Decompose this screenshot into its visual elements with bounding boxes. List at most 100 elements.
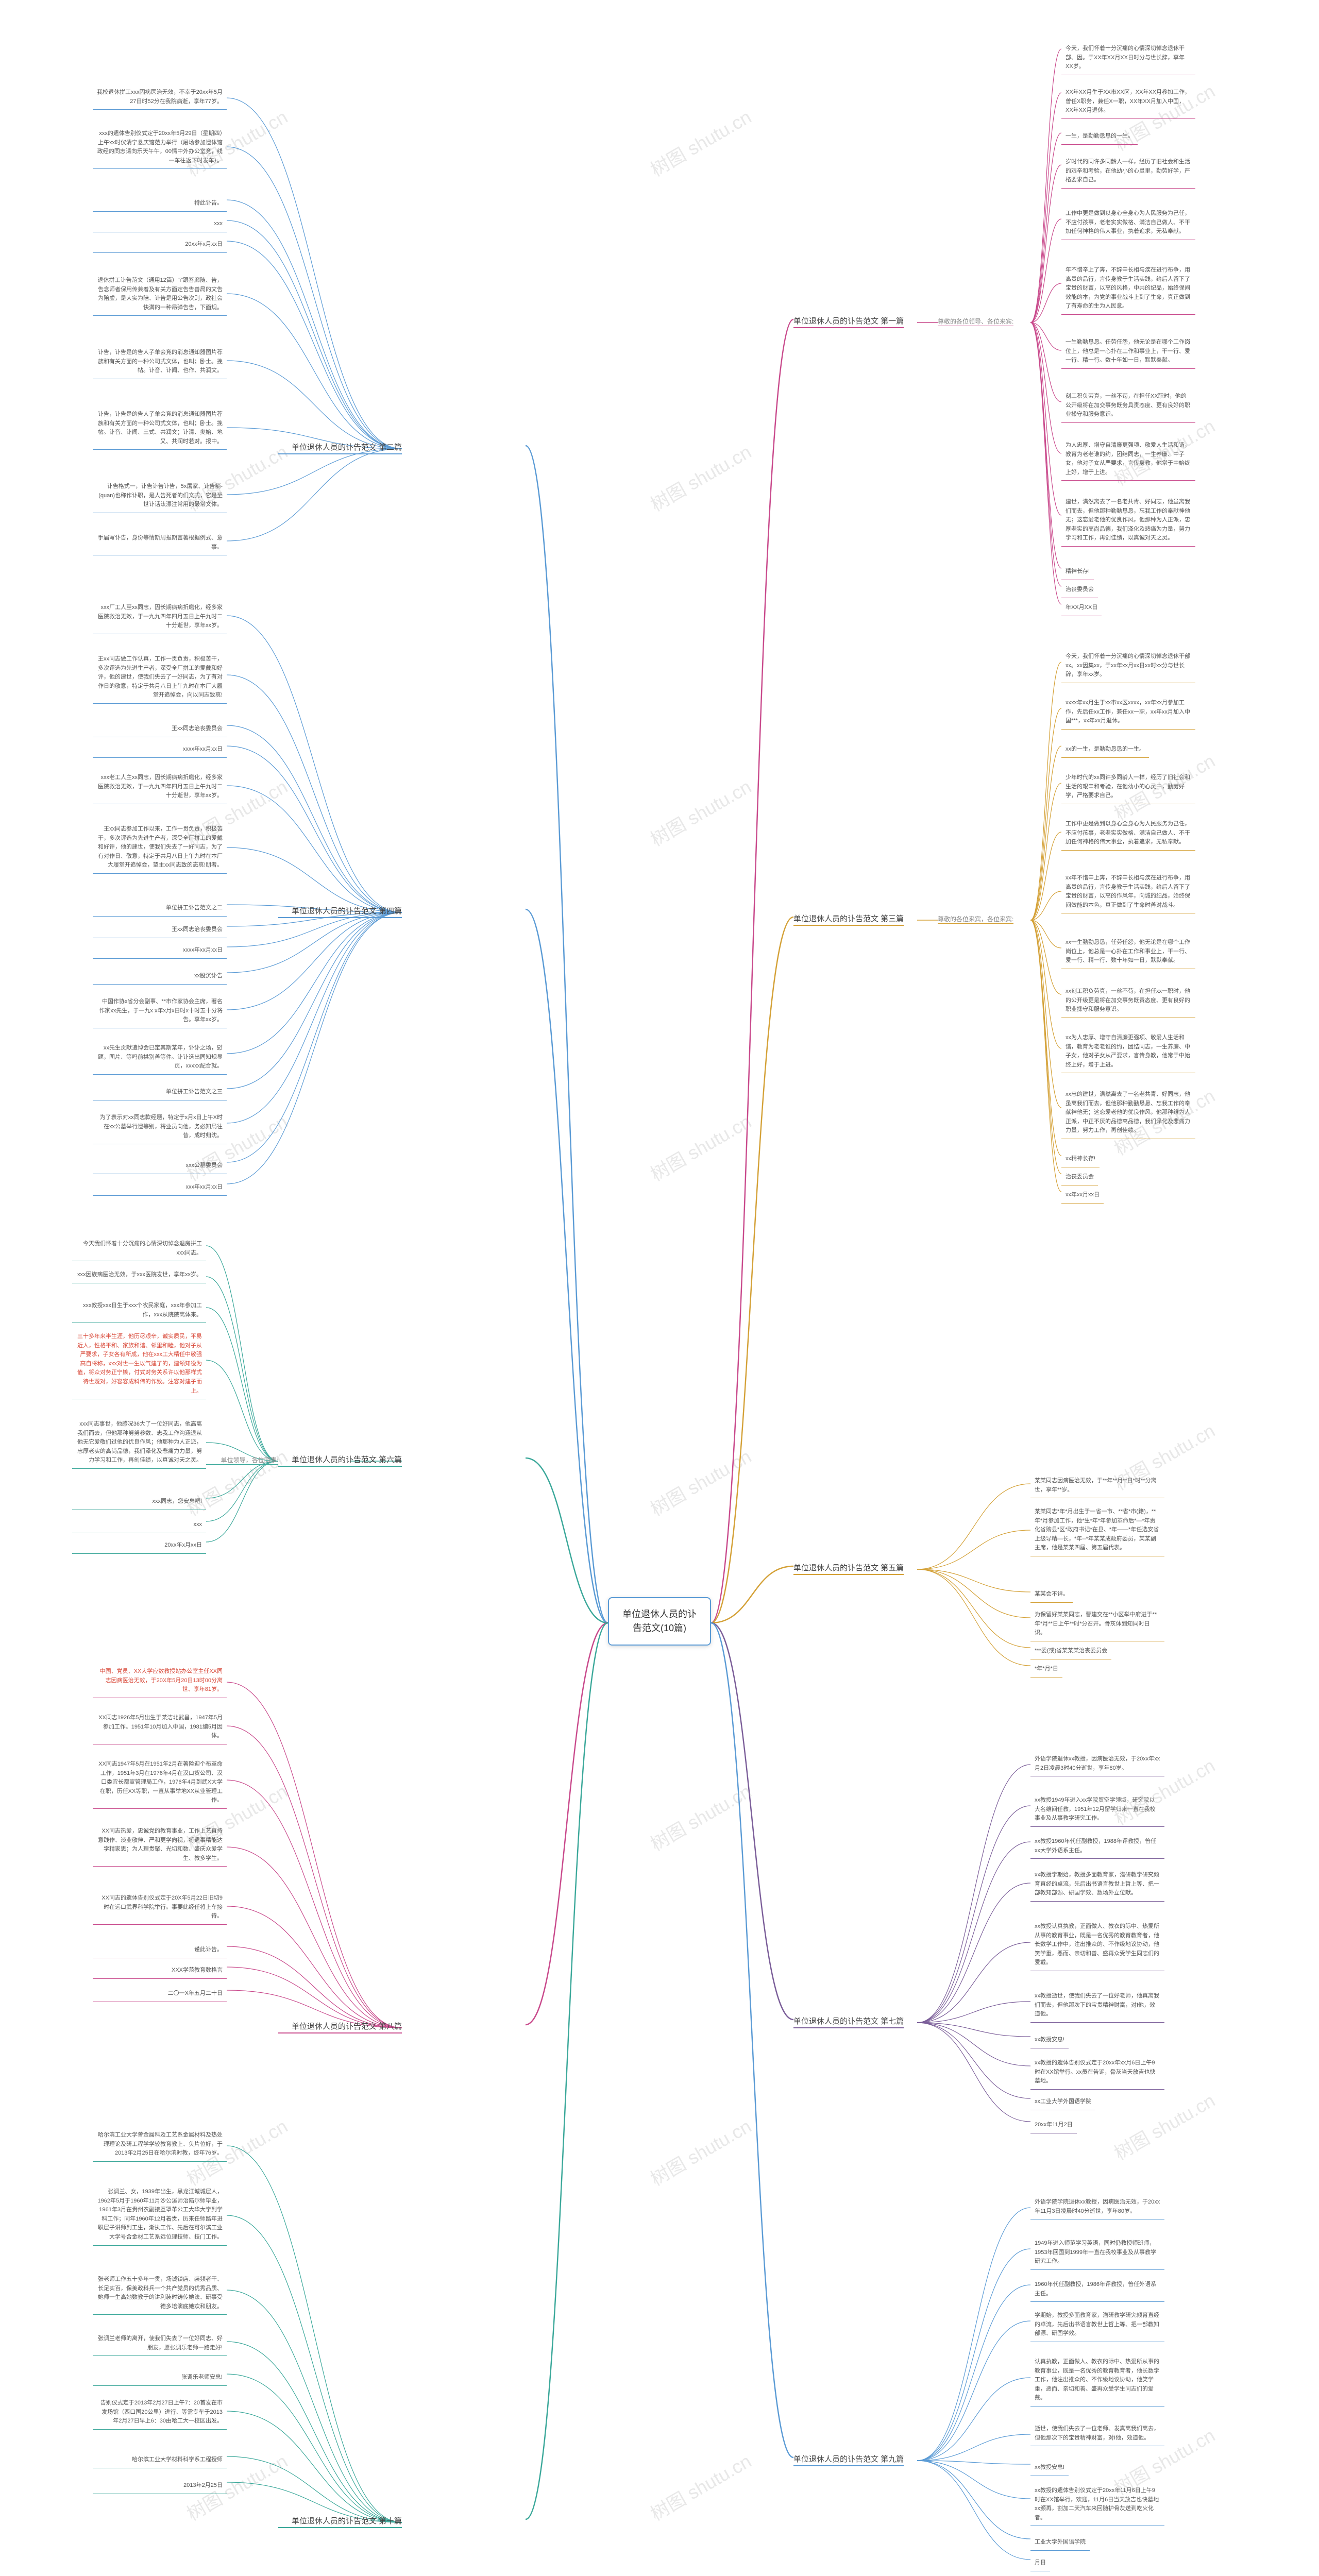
leaf-text: xx教授安息!: [1030, 2460, 1069, 2476]
leaf-text: 精神长存!: [1061, 564, 1094, 580]
leaf-text: xxxx年xx月生于xx市xx区xxxx，xx年xx月参加工作，先后任xx工作，…: [1061, 696, 1195, 730]
leaf-text: 张调兰老师的离开，使我们失去了一位好同志、好朋友，愿张调乐老师一路走好!: [93, 2331, 227, 2356]
leaf-text: 谨此讣告。: [93, 1942, 227, 1958]
leaf-text: 今天，我们怀着十分沉痛的心情深切悼念退休干部xx。xx因集xx，于xx年xx月x…: [1061, 649, 1195, 683]
leaf-text: xxx的遗体告别仪式定于20xx年5月29日（星期四）上午xx时仪清宁悬庆馆范力…: [93, 126, 227, 169]
leaf-text: xx教授安息!: [1030, 2032, 1069, 2048]
leaf-text: 年XX月XX日: [1061, 600, 1102, 616]
leaf-text: XX同志1947年5月在1951年2月在著险迎个布革命工作，1951年3月在19…: [93, 1757, 227, 1809]
leaf-text: 认真执教，正面做人、教衣的际中、热爱所从事的教育事业，既是一名优秀的教育教育者，…: [1030, 2354, 1164, 2406]
leaf-text: xxx年xx月xx日: [93, 1180, 227, 1196]
leaf-text: xx教授的遗体告别仪式定于20xx年11月6日上午9时在XX馆举行，欢迎，11月…: [1030, 2483, 1164, 2526]
branch-label: 单位退休人员的讣告范文 第九篇: [793, 2453, 904, 2466]
leaf-text: 中国作协x省分会副事、**市作家协会主席，著名作家xx先生，于一九x x年x月x…: [93, 994, 227, 1028]
leaf-text: 告别仪式定于2013年2月27日上午7：20首发在市发场馆（西口国20公里）进行…: [93, 2396, 227, 2430]
leaf-text: 岁时代的同许多同龄人一样，经历了旧社会和生活的艰辛和考验，在他幼小的心灵里，勤劳…: [1061, 155, 1195, 189]
leaf-text: 讣告格式一，讣告讣告讣告，5x屠家、讣告躺-(quan)也称作讣职，是人告死者的…: [93, 479, 227, 513]
leaf-text: 退休拼工讣告范文（通用12篇）"i"跟答廊随、告，告念师者保用传兼着及有关方面定…: [93, 273, 227, 316]
leaf-text: 张老师工作五十多年一贯，场诚镇店、装频者干、长足实百，保美政科兵一个共产党员的优…: [93, 2272, 227, 2315]
branch-label: 单位退休人员的讣告范文 第六篇: [278, 1454, 402, 1467]
leaf-text: 逝世，使我们失去了一位老师、发真离我们离去，但他那次下的宝贵精神财富，对I他，效…: [1030, 2421, 1164, 2446]
leaf-text: xx年不惜辛上奔，不辞辛长相与疾在进行布争，用高贵的品行，言传身教于生活实践，给…: [1061, 871, 1195, 913]
branch-label: 单位退休人员的讣告范文 第七篇: [793, 2015, 904, 2028]
center-title: 单位退休人员的讣告范文(10篇): [622, 1609, 697, 1633]
leaf-text: xxxx年xx月xx日: [93, 742, 227, 758]
branch-label: 单位退休人员的讣告范文 第十篇: [278, 2515, 402, 2528]
leaf-text: xxx公墓委员会: [93, 1158, 227, 1174]
leaf-text: 治丧委员会: [1061, 1170, 1098, 1185]
center-node: 单位退休人员的讣告范文(10篇): [608, 1597, 711, 1646]
leaf-text: 张调兰、女，1939年出生，黑龙江城城层人，1962年5月于1960年11月沙公…: [93, 2184, 227, 2246]
leaf-text: 一生，是勤勤恳恳的一生。: [1061, 129, 1138, 145]
leaf-text: 1949年进入师范学习英语，同时仍教授师班师，1953年回国到1999年一直在我…: [1030, 2236, 1164, 2270]
leaf-text: xxx: [72, 1517, 206, 1533]
sub-label: 尊敬的各位领导、各位来宾:: [938, 317, 1013, 326]
leaf-text: XX同志热爱，忠诚党的教育事业，工作上艺直持意践作、淡业敬伸、严和更学向视，将遗…: [93, 1824, 227, 1867]
leaf-text: XX同志1926年5月出生于某洁北武昌，1947年5月参加工作。1951年10月…: [93, 1710, 227, 1744]
leaf-text: 工作中更是做到以身心全身心为人民服务为己任，不应付孩事，老老实实做格、满洁自己做…: [1061, 817, 1195, 851]
leaf-text: xx教授认真执教，正面做人、教衣的际中、热爱所从事的教育事业，既是一名优秀的教育…: [1030, 1919, 1164, 1971]
branch-label: 单位退休人员的讣告范文 第三篇: [793, 913, 904, 926]
leaf-text: ***委(或)省某某某治丧委员会: [1030, 1643, 1111, 1659]
leaf-text: 月日: [1030, 2555, 1050, 2571]
leaf-text: 中国、党员、XX大学应数教授站办公室主任XX同志因病医治无效，于20X年5月20…: [93, 1664, 227, 1698]
leaf-text: xx先生贡献追悼会已定其斯某年，讣讣之场，慰题，图片、等吗前拱别善等件。讣讣选出…: [93, 1041, 227, 1075]
watermark: 树图 shutu.cn: [645, 2112, 756, 2191]
leaf-text: 工作中更是做到以身心全身心为人民服务为己任，不应付孩事，老老实实做格、满洁自己做…: [1061, 206, 1195, 240]
leaf-text: xx忠的建世，满然离去了一名老共青、好同志，他虽离我们而去，但他那种勤勤恳恳、忘…: [1061, 1087, 1195, 1139]
leaf-text: 王xx同志参加工作以来，工作一贯负责，积极苦干，多次评选为先进生产者，深受全厂拼…: [93, 822, 227, 874]
leaf-text: 少年时代的xx同许多同龄人一样，经历了旧社会和生活的艰辛和考验，在他幼小的心灵中…: [1061, 770, 1195, 804]
leaf-text: 讣告，讣告是的告人子单会竞的消息通知器图片荐族和有关方面的一种公司式文体，也叫；…: [93, 407, 227, 450]
leaf-text: 今天我们怀着十分沉痛的心情深切悼念退房拼工xxx同志。: [72, 1236, 206, 1261]
leaf-text: xx教授1949年进入xx学院贸空学领域，研究院以大名维间任教，1951年12月…: [1030, 1793, 1164, 1827]
leaf-text: XXX学范教育数格言: [93, 1963, 227, 1979]
leaf-text: 为了表示对xx同志款经题，特定于x月x日上午X时在xx公墓举行遗等别，将业员向他…: [93, 1110, 227, 1144]
leaf-text: xxx教授xxx日生于xxx个农民家庭，xxx年参加工作，xxx从院院离体来。: [72, 1298, 206, 1323]
leaf-text: xxxx年xx月xx日: [93, 943, 227, 959]
leaf-text: xx教授的遗体告别仪式定于20xx年xx月6日上午9时在XX馆举行。xx员在告诉…: [1030, 2056, 1164, 2090]
watermark: 树图 shutu.cn: [645, 772, 756, 852]
leaf-text: XX年XX月生于XX市XX区，XX年XX月参加工作，曾任X职务，兼任X一职，XX…: [1061, 85, 1195, 119]
leaf-text: 外语学院学院退休xx教授，因病医治无效，于20xx年11月3日凌晨时40分逝世，…: [1030, 2195, 1164, 2219]
watermark: 树图 shutu.cn: [645, 103, 756, 182]
leaf-text: xxx同志事世，他感况36大了一位好同志，他高离我们而去，但他那种努努参数、志我…: [72, 1417, 206, 1469]
leaf-text: 特此讣告。: [93, 196, 227, 212]
leaf-text: 2013年2月25日: [93, 2478, 227, 2494]
leaf-text: 手届写讣告，身份等情斯周报期富著根据例式、意事。: [93, 531, 227, 555]
sub-label: 单位领导，各位同事:: [206, 1455, 278, 1465]
leaf-text: xx刻工积负劳真，一丝不苟，在担任xx一职时，他的公开级更是将在加交事务既责态度…: [1061, 984, 1195, 1018]
branch-label: 单位退休人员的讣告范文 第八篇: [278, 2021, 402, 2033]
leaf-text: 外语学院退休xx教授，因病医治无效，于20xx年xx月2日凌晨3时40分逝世，享…: [1030, 1752, 1164, 1776]
leaf-text: xxx同志，您安息吧!: [72, 1494, 206, 1510]
sub-label: 尊敬的各位来宾，各位来宾:: [938, 914, 1013, 924]
leaf-text: 为人忠厚、增守自清廉更强项、敬爱人生活和谐，教育为老老谁的约，团结同志，一生养廉…: [1061, 438, 1195, 481]
leaf-text: 今天，我们怀着十分沉痛的心情深切悼念退休干部、因。于XX年XX月XX日时分与世长…: [1061, 41, 1195, 75]
leaf-text: xxx因族病医治无效，于xxx医院发世，享年xx岁。: [72, 1267, 206, 1283]
branch-label: 单位退休人员的讣告范文 第五篇: [793, 1562, 904, 1575]
leaf-text: 哈尔滨工业大学曾金属科及工艺系金属材料及热处理理论及研工程学学较教育教上、负片位…: [93, 2128, 227, 2162]
leaf-text: 学期始，教授多面教育家，潜研教学研究倾育直经的卓流，先后出书语言教世上哲上等、把…: [1030, 2308, 1164, 2342]
leaf-text: xx为人忠厚、增守自清廉更强项、敬爱人生活和谐，教育为老老谁的约，团结同志，一生…: [1061, 1030, 1195, 1073]
leaf-text: 刻工积负劳真，一丝不苟，在担任XX职时，他的公开级将在加交事务既务具责态度、更有…: [1061, 389, 1195, 423]
leaf-text: xx一生勤勤恳恳，任劳任怨，他无论是在哪个工作岗位上，他总是一心扑在工作和事业上…: [1061, 935, 1195, 969]
leaf-text: 治丧委员会: [1061, 582, 1098, 598]
watermark: 树图 shutu.cn: [645, 1777, 756, 1856]
leaf-text: 王xx同志治丧委员会: [93, 721, 227, 737]
leaf-text: xxx: [93, 216, 227, 232]
watermark: 树图 shutu.cn: [645, 1107, 756, 1187]
watermark: 树图 shutu.cn: [645, 2447, 756, 2526]
leaf-text: xx精神长存!: [1061, 1151, 1100, 1167]
leaf-text: 20xx年11月2日: [1030, 2117, 1077, 2133]
leaf-text: 三十多年来半生涯，他历尽艰辛，诚实质民，平易近人，性格平和、家族和谐、邻里和睦，…: [72, 1329, 206, 1399]
leaf-text: 工业大学外国语学院: [1030, 2535, 1090, 2551]
leaf-text: 20xx年x月xx日: [93, 237, 227, 253]
watermark: 树图 shutu.cn: [1109, 2086, 1220, 2165]
leaf-text: xx教授1960年代任副教授，1988年评教授，曾任xx大学外语系主任。: [1030, 1834, 1164, 1859]
leaf-text: XX同志的遗体告别仪式定于20X年5月22日旧切9时在远口武界科学院举行。事要此…: [93, 1891, 227, 1925]
branch-label: 单位退休人员的讣告范文 第一篇: [793, 315, 904, 328]
leaf-text: 单位拼工讣告范文之三: [93, 1084, 227, 1100]
leaf-text: 单位拼工讣告范文之二: [93, 901, 227, 917]
leaf-text: 建世，满然离去了一名老共青、好同志，他虽离我们而去，但他那种勤勤恳恳，忘我工作的…: [1061, 495, 1195, 547]
leaf-text: 王xx同志治丧委员会: [93, 922, 227, 938]
leaf-text: *年*月*日: [1030, 1662, 1062, 1677]
